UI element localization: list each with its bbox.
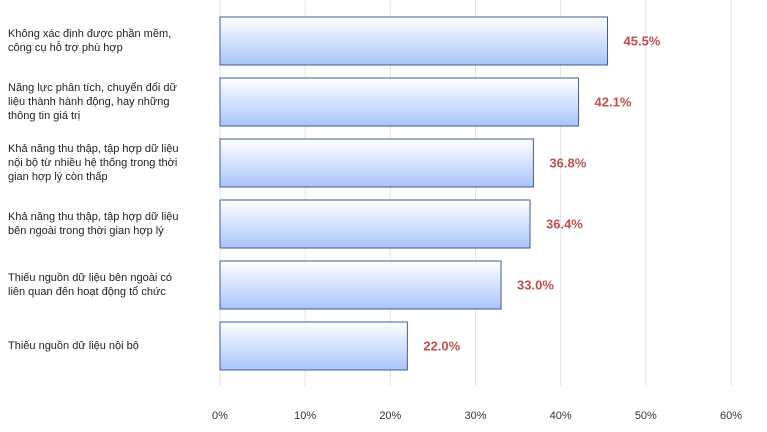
x-tick-label: 30% <box>464 410 486 422</box>
y-tick-label: Không xác định được phần mềm, công cụ hỗ… <box>8 28 172 54</box>
x-tick-label: 50% <box>635 410 657 422</box>
bar <box>219 77 580 127</box>
value-label: 36.8% <box>549 155 586 170</box>
y-tick-label: Thiếu nguồn dữ liệu bên ngoài có liên qu… <box>8 272 172 298</box>
x-tick-label: 40% <box>550 410 572 422</box>
bar <box>219 138 534 188</box>
value-label: 33.0% <box>517 277 554 292</box>
bar <box>219 321 408 371</box>
value-label: 22.0% <box>423 338 460 353</box>
value-label: 42.1% <box>595 94 632 109</box>
bar <box>219 260 502 310</box>
x-tick-label: 20% <box>379 410 401 422</box>
value-label: 45.5% <box>624 33 661 48</box>
bar <box>219 199 531 249</box>
value-label: 36.4% <box>546 216 583 231</box>
x-tick-label: 0% <box>212 410 228 422</box>
y-tick-label: Thiếu nguồn dữ liệu nội bộ <box>8 340 139 352</box>
y-tick-label: Khả năng thu thập, tập hợp dữ liệu bên n… <box>8 211 179 237</box>
bar <box>219 16 609 66</box>
y-tick-label: Năng lực phân tích, chuyển đổi dữ liệu t… <box>8 82 177 122</box>
x-tick-label: 10% <box>294 410 316 422</box>
x-tick-label: 60% <box>720 410 742 422</box>
y-tick-label: Khả năng thu thập, tập hợp dữ liệu nội b… <box>8 143 179 183</box>
